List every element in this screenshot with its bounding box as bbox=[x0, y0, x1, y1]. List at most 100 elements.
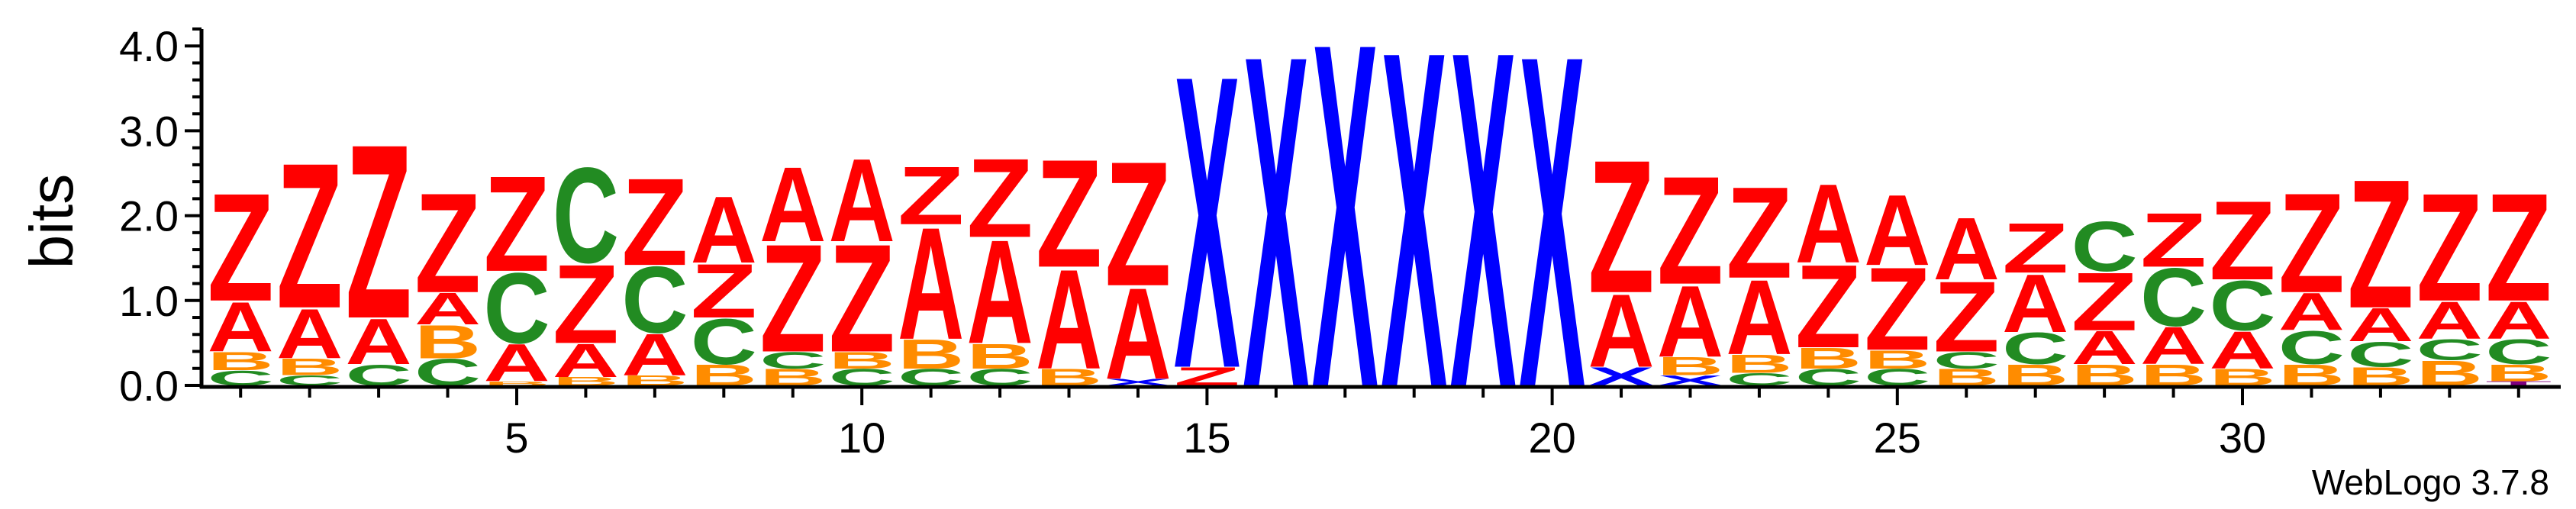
logo-letter-b: B bbox=[1657, 352, 1723, 381]
logo-letter-b: B bbox=[1795, 342, 1862, 375]
logo-letter-a: A bbox=[829, 134, 895, 266]
logo-letter-a: A bbox=[346, 305, 412, 379]
logo-letter-z: Z bbox=[208, 162, 274, 333]
logo-letter-c: C bbox=[1933, 347, 2000, 374]
logo-glyphs: CBAZCBAZCAZCBAZBACZBAZCBACZBCZABCZACBZAC… bbox=[208, 0, 2552, 490]
logo-letter-a: A bbox=[2209, 321, 2275, 380]
y-tick-label: 3.0 bbox=[119, 107, 179, 155]
logo-letter-b: B bbox=[2485, 359, 2552, 386]
logo-letter-a: A bbox=[1036, 240, 1102, 399]
logo-letter-a: A bbox=[621, 322, 688, 388]
logo-letter-z: Z bbox=[2071, 255, 2138, 348]
logo-letter-x: X bbox=[1243, 0, 1309, 487]
logo-letter-z: Z bbox=[759, 213, 826, 385]
logo-letter-z: Z bbox=[2210, 178, 2276, 304]
logo-letter-z: Z bbox=[1726, 161, 1792, 306]
x-tick-label: 30 bbox=[2219, 414, 2266, 462]
x-tick-label: 20 bbox=[1528, 414, 1575, 462]
logo-letter-z: Z bbox=[1933, 261, 2000, 373]
logo-letter-t: T bbox=[2485, 380, 2552, 387]
logo-letter-a: A bbox=[1588, 273, 1655, 390]
logo-letter-a: A bbox=[2416, 291, 2483, 350]
logo-letter-z: Z bbox=[967, 135, 1033, 261]
logo-letter-z: Z bbox=[2347, 141, 2413, 346]
logo-letter-a: A bbox=[1104, 261, 1171, 407]
logo-letter-z: Z bbox=[1657, 145, 1723, 317]
logo-letter-z: Z bbox=[276, 120, 343, 351]
logo-letter-a: A bbox=[414, 284, 481, 334]
logo-letter-c: C bbox=[691, 305, 757, 379]
logo-letter-x: X bbox=[1174, 0, 1240, 456]
logo-axes: 0.0 1.0 2.0 3.0 4.0 5 10 15 20 25 30 bbox=[119, 22, 2561, 462]
logo-letter-z: Z bbox=[898, 149, 964, 242]
logo-letter-z: Z bbox=[1036, 128, 1102, 300]
logo-letter-a: A bbox=[1657, 264, 1723, 378]
logo-letter-a: A bbox=[2002, 257, 2068, 350]
y-axis-ticks: 0.0 1.0 2.0 3.0 4.0 bbox=[119, 22, 202, 410]
logo-letter-a: A bbox=[967, 210, 1033, 375]
logo-letter-c: C bbox=[2071, 206, 2138, 286]
x-tick-label: 10 bbox=[838, 414, 885, 462]
logo-letter-a: A bbox=[759, 145, 826, 264]
logo-letter-z: Z bbox=[691, 248, 757, 334]
logo-letter-a: A bbox=[483, 333, 550, 392]
logo-letter-z: Z bbox=[2416, 162, 2483, 333]
logo-letter-b: B bbox=[967, 337, 1033, 376]
logo-letter-c: C bbox=[483, 252, 550, 364]
y-tick-label: 4.0 bbox=[119, 22, 179, 70]
logo-letter-a: A bbox=[208, 287, 274, 367]
logo-letter-c: C bbox=[759, 347, 826, 374]
logo-letter-a: A bbox=[1933, 200, 2000, 299]
logo-letter-a: A bbox=[276, 294, 343, 374]
logo-letter-x: X bbox=[1381, 0, 1447, 488]
logo-letter-z: Z bbox=[1588, 121, 1655, 332]
logo-letter-a: A bbox=[2278, 282, 2345, 342]
x-axis-ticks: 5 10 15 20 25 30 bbox=[239, 388, 2520, 462]
y-tick-label: 2.0 bbox=[119, 192, 179, 240]
y-tick-label: 0.0 bbox=[119, 362, 179, 410]
logo-letter-a: A bbox=[1864, 174, 1930, 286]
logo-letter-c: C bbox=[553, 140, 619, 292]
logo-letter-b: B bbox=[414, 316, 481, 369]
logo-letter-z: Z bbox=[2140, 198, 2207, 284]
logo-letter-b: B bbox=[621, 372, 688, 388]
logo-letter-c: C bbox=[2485, 332, 2552, 372]
logo-letter-z: Z bbox=[829, 213, 895, 385]
logo-letter-z: Z bbox=[621, 153, 688, 292]
logo-letter-b: B bbox=[1726, 349, 1792, 378]
logo-letter-a: A bbox=[691, 176, 757, 282]
logo-letter-b: B bbox=[553, 375, 619, 388]
logo-letter-z: Z bbox=[414, 164, 481, 323]
logo-letter-x: X bbox=[1312, 0, 1378, 490]
logo-letter-z: Z bbox=[1104, 124, 1171, 324]
logo-letter-a: A bbox=[898, 195, 964, 373]
logo-letter-c: C bbox=[2347, 335, 2413, 375]
logo-letter-c: C bbox=[2002, 324, 2068, 374]
logo-letter-x: X bbox=[1105, 377, 1172, 388]
logo-letter-a: A bbox=[2485, 291, 2552, 350]
logo-letter-z: Z bbox=[484, 149, 550, 301]
logo-letter-a: A bbox=[2140, 316, 2207, 375]
logo-letter-z: Z bbox=[2278, 164, 2345, 323]
logo-letter-x: X bbox=[1657, 372, 1723, 388]
logo-letter-z: Z bbox=[346, 93, 412, 371]
logo-letter-c: C bbox=[2140, 252, 2207, 344]
logo-letter-a: A bbox=[2347, 298, 2413, 351]
y-axis-title: bits bbox=[18, 174, 85, 269]
logo-letter-c: C bbox=[2209, 266, 2275, 346]
logo-letter-b: B bbox=[898, 330, 964, 377]
logo-letter-z: Z bbox=[2485, 162, 2552, 333]
x-tick-label: 25 bbox=[1874, 414, 1921, 462]
logo-letter-a: A bbox=[1795, 160, 1862, 286]
logo-letter-a: A bbox=[2071, 322, 2138, 375]
weblogo-credit: WebLogo 3.7.8 bbox=[2312, 462, 2549, 502]
logo-letter-z: Z bbox=[2002, 208, 2068, 288]
logo-letter-c: C bbox=[2416, 333, 2483, 366]
logo-letter-x: X bbox=[1450, 0, 1517, 488]
logo-letter-a: A bbox=[1726, 258, 1792, 377]
logo-letter-x: X bbox=[1519, 0, 1585, 487]
logo-letter-z: Z bbox=[1795, 240, 1862, 372]
x-tick-label: 5 bbox=[505, 414, 528, 462]
logo-letter-c: C bbox=[621, 246, 688, 353]
